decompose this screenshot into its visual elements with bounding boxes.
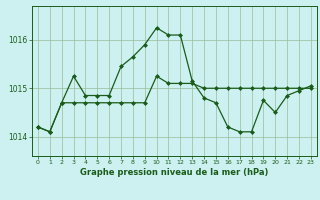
X-axis label: Graphe pression niveau de la mer (hPa): Graphe pression niveau de la mer (hPa) [80, 168, 268, 177]
